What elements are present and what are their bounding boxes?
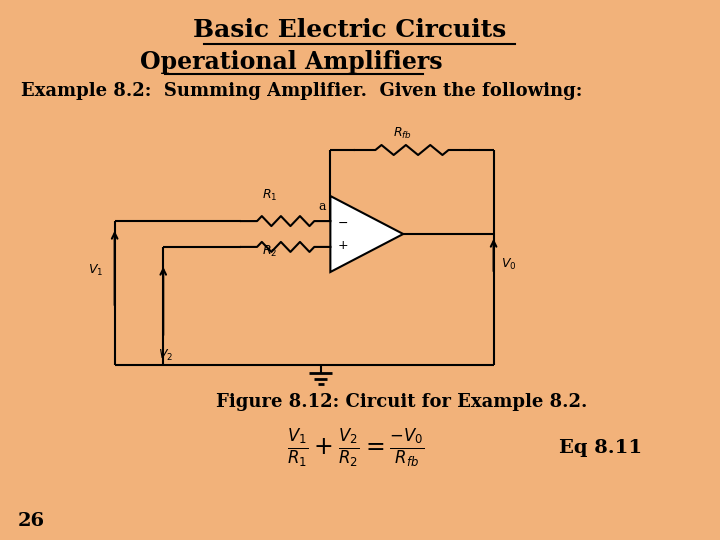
Text: $R_{fb}$: $R_{fb}$ bbox=[393, 126, 412, 141]
Text: Example 8.2:  Summing Amplifier.  Given the following:: Example 8.2: Summing Amplifier. Given th… bbox=[22, 82, 582, 100]
Text: Figure 8.12: Circuit for Example 8.2.: Figure 8.12: Circuit for Example 8.2. bbox=[216, 393, 587, 411]
Text: $R_2$: $R_2$ bbox=[262, 244, 278, 259]
Text: $+$: $+$ bbox=[337, 239, 348, 252]
Text: $V_1$: $V_1$ bbox=[88, 262, 103, 278]
Text: 26: 26 bbox=[17, 512, 45, 530]
Text: $V_2$: $V_2$ bbox=[158, 348, 173, 363]
Text: a: a bbox=[318, 200, 325, 213]
Text: $-$: $-$ bbox=[337, 215, 348, 228]
Text: Operational Amplifiers: Operational Amplifiers bbox=[140, 50, 443, 74]
Text: $R_1$: $R_1$ bbox=[262, 188, 278, 203]
Text: Basic Electric Circuits: Basic Electric Circuits bbox=[193, 18, 506, 42]
Text: Eq 8.11: Eq 8.11 bbox=[559, 439, 642, 457]
Text: $\frac{V_1}{R_1}+\frac{V_2}{R_2}=\frac{-V_0}{R_{fb}}$: $\frac{V_1}{R_1}+\frac{V_2}{R_2}=\frac{-… bbox=[287, 427, 424, 470]
Polygon shape bbox=[330, 196, 403, 272]
Text: $V_0$: $V_0$ bbox=[501, 256, 517, 272]
